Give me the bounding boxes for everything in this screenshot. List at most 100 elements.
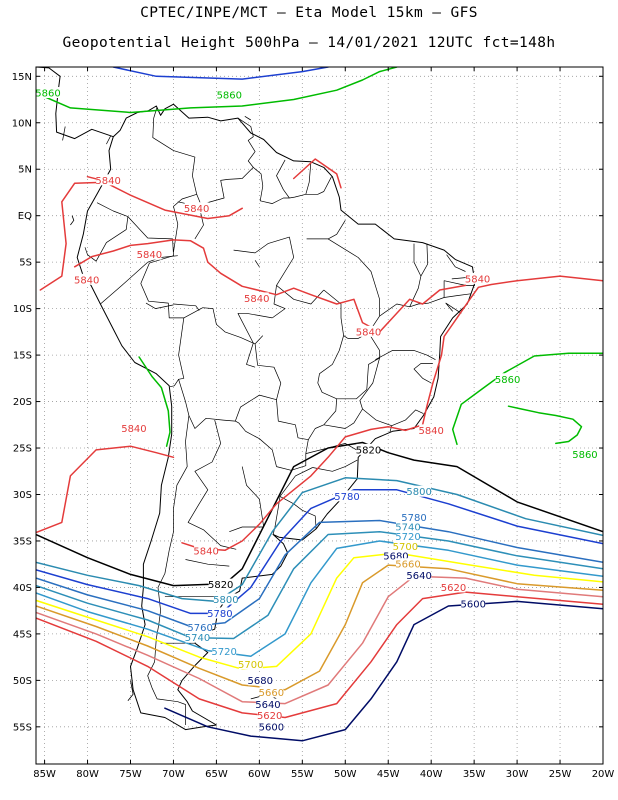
x-tick-label: 85W	[33, 769, 56, 780]
contour-label-bg	[185, 631, 210, 643]
island-outline	[244, 115, 252, 121]
contour-label-bg	[188, 621, 213, 633]
contour-line-5600	[164, 600, 603, 742]
contour-lines	[36, 67, 603, 742]
country-border	[379, 293, 471, 317]
contour-label-bg	[402, 511, 426, 523]
country-border	[106, 135, 112, 145]
contour-line-5840	[181, 275, 603, 552]
country-border	[445, 302, 462, 314]
contour-label-bg	[217, 88, 242, 100]
contour-label: 5760	[187, 623, 212, 634]
contour-line-5820	[36, 441, 603, 587]
contour-label-bg	[194, 545, 219, 557]
contour-label-bg	[36, 87, 61, 99]
contour-label: 5840	[418, 426, 443, 437]
contour-line-5840	[292, 158, 342, 189]
contour-label-bg	[407, 569, 432, 581]
coastline	[76, 103, 476, 731]
contour-label-bg	[572, 448, 597, 460]
contour-label: 5600	[461, 600, 486, 611]
contour-label: 5820	[356, 445, 381, 456]
contour-line-5860	[507, 405, 583, 445]
contour-label-bg	[248, 674, 273, 686]
contour-label: 5840	[244, 294, 269, 305]
contour-line-5860	[451, 352, 603, 446]
y-tick-label: 35S	[13, 536, 32, 547]
contour-label-bg	[184, 202, 209, 214]
contour-label-bg	[207, 607, 232, 619]
coastline	[36, 67, 37, 68]
contour-label-bg	[257, 709, 282, 721]
contour-label: 5840	[465, 274, 490, 285]
contour-label-bg	[259, 720, 284, 732]
contour-label-bg	[461, 598, 486, 610]
y-tick-label: 50S	[13, 676, 32, 687]
contour-line-5840	[39, 181, 243, 291]
contour-line-5860	[36, 67, 398, 114]
contour-label: 5840	[137, 250, 162, 261]
country-border	[409, 243, 422, 307]
contour-label: 5620	[441, 583, 466, 594]
contour-label: 5660	[259, 688, 284, 699]
x-tick-label: 80W	[76, 769, 99, 780]
contour-label: 5840	[95, 176, 120, 187]
contour-label-bg	[334, 490, 359, 502]
contour-line-5800	[36, 477, 603, 603]
contour-label: 5860	[35, 89, 60, 100]
contour-label-bg	[465, 272, 490, 284]
contour-label: 5660	[395, 560, 420, 571]
contour-line-5840	[73, 239, 467, 333]
country-border	[127, 216, 185, 388]
plot-frame	[35, 66, 604, 765]
country-border	[323, 408, 363, 429]
country-border	[185, 559, 230, 567]
island-outline	[127, 680, 134, 702]
country-border	[147, 415, 190, 725]
x-tick-label: 35W	[463, 769, 486, 780]
axis-ticks: 85W 80W 75W 70W 65W 60W 55W 50W 45W 40W 35W 30W 25W 2…	[12, 67, 614, 780]
x-tick-label: 40W	[420, 769, 443, 780]
country-border	[254, 335, 264, 345]
contour-label-bg	[74, 273, 99, 285]
contour-label-bg	[208, 578, 233, 590]
country-border	[178, 307, 282, 429]
contour-label: 5780	[334, 492, 359, 503]
chart-subtitle: Geopotential Height 500hPa – 14/01/2021 …	[62, 35, 556, 51]
x-tick-label: 25W	[549, 769, 572, 780]
contour-label-bg	[495, 373, 520, 385]
country-border	[253, 167, 290, 204]
y-tick-label: 10S	[13, 304, 32, 315]
contour-label: 5860	[572, 450, 597, 461]
contour-label: 5840	[193, 547, 218, 558]
contour-label: 5740	[395, 523, 420, 534]
chart-title: CPTEC/INPE/MCT – Eta Model 15km – GFS	[140, 5, 478, 21]
contour-label: 5720	[395, 532, 420, 543]
country-border	[62, 126, 66, 141]
country-border	[305, 176, 332, 195]
contour-label-bg	[441, 581, 466, 593]
y-tick-label: 15S	[13, 351, 32, 362]
contour-label: 5780	[207, 609, 232, 620]
country-border	[305, 443, 359, 454]
x-tick-label: 30W	[506, 769, 529, 780]
country-border	[446, 254, 466, 272]
contour-label-bg	[259, 686, 284, 698]
contour-label: 5680	[247, 676, 272, 687]
contour-label-bg	[212, 645, 237, 657]
y-tick-label: 40S	[13, 583, 32, 594]
country-border	[375, 350, 436, 361]
coastline	[36, 67, 114, 140]
y-tick-label: 25S	[13, 444, 32, 455]
contour-label-bg	[255, 698, 280, 710]
contour-label-bg	[393, 540, 418, 552]
map-outline	[36, 67, 476, 731]
contour-label: 5640	[406, 571, 431, 582]
contour-line-5760	[36, 519, 603, 628]
contour-label-bg	[407, 485, 432, 497]
contour-label-bg	[395, 521, 420, 533]
contour-label: 5800	[406, 487, 431, 498]
y-tick-label: 45S	[13, 629, 32, 640]
x-tick-label: 75W	[119, 769, 142, 780]
